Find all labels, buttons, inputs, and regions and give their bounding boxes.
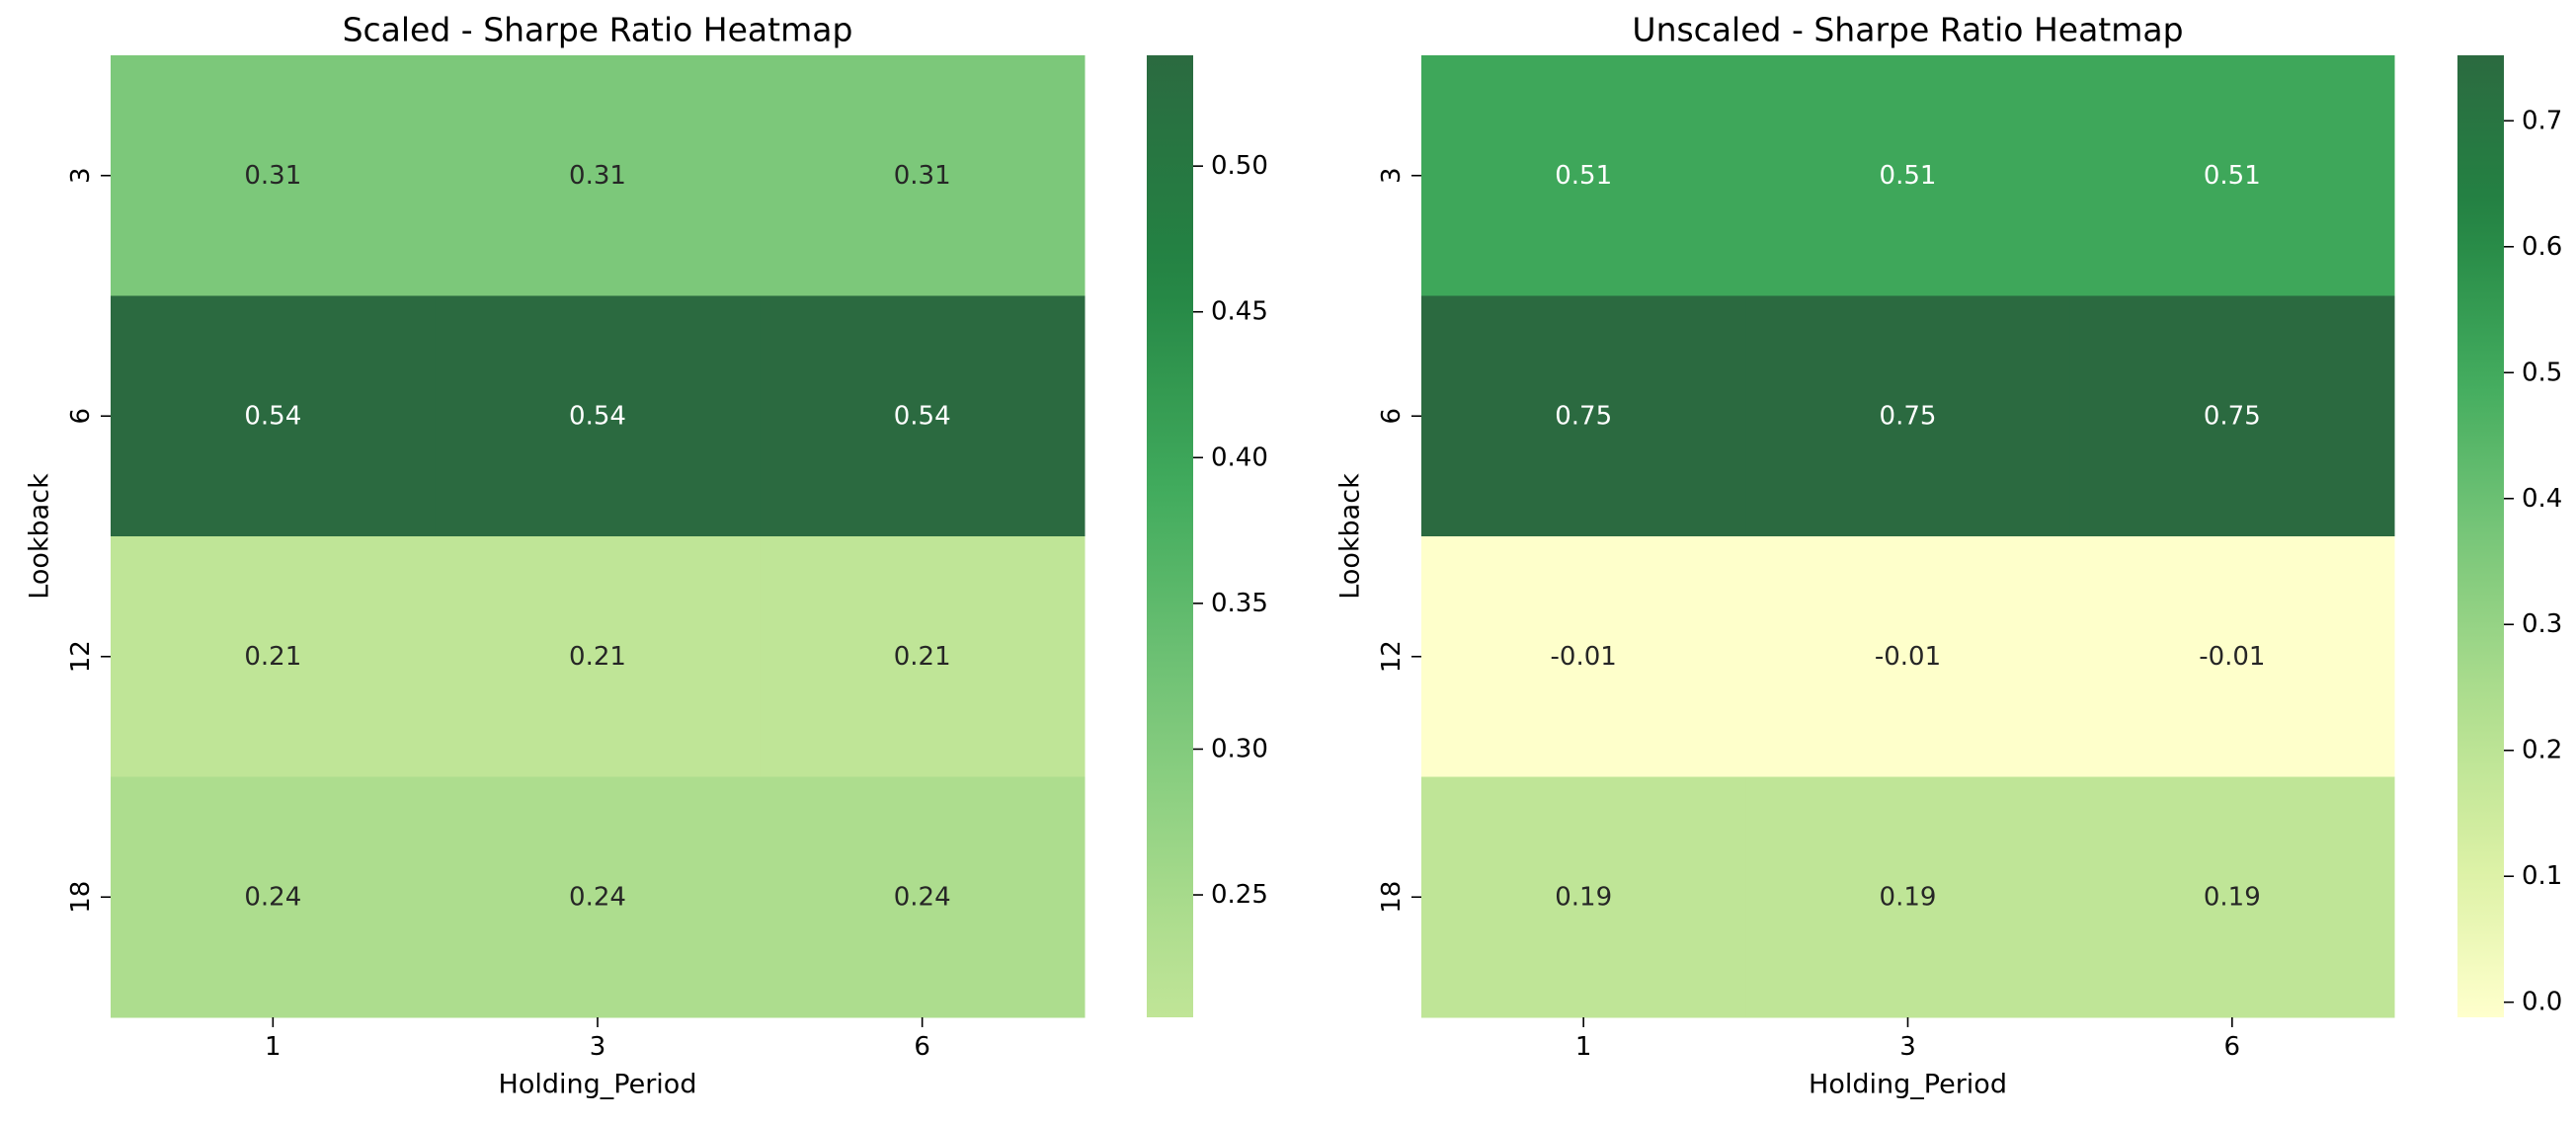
y-tick-label: 12: [66, 640, 96, 673]
chart-title: Scaled - Sharpe Ratio Heatmap: [343, 11, 853, 49]
colorbar-tick-label: 0.45: [1211, 297, 1268, 327]
colorbar-tick-label: 0.4: [2522, 484, 2562, 514]
x-axis-label: Holding_Period: [499, 1070, 697, 1100]
cell-value-label: 0.75: [2204, 401, 2261, 431]
heatmap-cell: [2069, 55, 2395, 296]
x-tick-label: 6: [914, 1032, 930, 1062]
cell-value-label: -0.01: [1875, 642, 1941, 672]
heatmap-cell: [435, 55, 761, 296]
heatmap-cell: [760, 536, 1086, 777]
heatmap-cell: [1745, 536, 2071, 777]
x-tick-label: 1: [1575, 1032, 1592, 1062]
y-tick-label: 6: [1377, 408, 1407, 425]
heatmap-cell: [760, 55, 1086, 296]
y-axis-label: Lookback: [1335, 473, 1366, 600]
cell-value-label: 0.51: [2204, 161, 2261, 191]
heatmap-cell: [111, 295, 437, 537]
heatmap-cell: [435, 776, 761, 1018]
heatmap-cell: [760, 295, 1086, 537]
colorbar-tick-label: 0.35: [1211, 589, 1268, 618]
cell-value-label: 0.21: [244, 642, 301, 672]
cell-value-label: -0.01: [2199, 642, 2265, 672]
heatmap-cell: [2069, 536, 2395, 777]
colorbar-tick-label: 0.50: [1211, 151, 1268, 181]
cell-value-label: 0.31: [894, 161, 951, 191]
colorbar: [1147, 55, 1193, 1017]
y-tick-label: 18: [1377, 881, 1407, 914]
heatmap-cell: [111, 55, 437, 296]
cell-value-label: 0.21: [569, 642, 626, 672]
heatmap-cell: [111, 776, 437, 1018]
cell-value-label: 0.51: [1880, 161, 1937, 191]
y-tick-label: 6: [66, 408, 96, 425]
heatmap-cell: [1421, 536, 1746, 777]
heatmap-cell: [1421, 295, 1746, 537]
colorbar: [2457, 55, 2504, 1017]
colorbar-tick-label: 0.7: [2522, 106, 2562, 135]
colorbar-tick-label: 0.40: [1211, 442, 1268, 472]
colorbar-tick-label: 0.0: [2522, 988, 2562, 1017]
y-tick-label: 12: [1377, 640, 1407, 673]
cell-value-label: 0.24: [894, 882, 951, 912]
y-tick-label: 3: [1377, 167, 1407, 184]
heatmap-cell: [1745, 776, 2071, 1018]
heatmap-cell: [1421, 55, 1746, 296]
colorbar-tick-label: 0.30: [1211, 734, 1268, 763]
colorbar-tick-label: 0.2: [2522, 736, 2562, 765]
heatmap-cell: [435, 295, 761, 537]
x-tick-label: 6: [2224, 1032, 2241, 1062]
cell-value-label: 0.31: [569, 161, 626, 191]
cell-value-label: 0.19: [2204, 882, 2261, 912]
cell-value-label: 0.19: [1555, 882, 1612, 912]
y-tick-label: 18: [66, 881, 96, 914]
cell-value-label: 0.21: [894, 642, 951, 672]
heatmap-cell: [760, 776, 1086, 1018]
cell-value-label: 0.24: [244, 882, 301, 912]
heatmap-cell: [1745, 55, 2071, 296]
cell-value-label: 0.31: [244, 161, 301, 191]
cell-value-label: 0.54: [569, 401, 626, 431]
y-tick-label: 3: [66, 167, 96, 184]
cell-value-label: 0.75: [1555, 401, 1612, 431]
colorbar-tick-label: 0.6: [2522, 232, 2562, 262]
heatmap-cell: [2069, 295, 2395, 537]
heatmap-panel-1: 0.31 0.31 0.31 0.54 0.54 0.54 0.21 0.21 0.21 0.24…: [25, 11, 1268, 1100]
chart-title: Unscaled - Sharpe Ratio Heatmap: [1632, 11, 2183, 49]
colorbar-tick-label: 0.25: [1211, 880, 1268, 910]
heatmap-panel-2: 0.51 0.51 0.510.75 0.75 0.75-0.01 -0.01 -0.010…: [1335, 11, 2563, 1100]
heatmap-cell: [1745, 295, 2071, 537]
heatmap-cell: [1421, 776, 1746, 1018]
colorbar-tick-label: 0.1: [2522, 861, 2562, 891]
colorbar-tick-label: 0.3: [2522, 609, 2562, 639]
colorbar-tick-label: 0.5: [2522, 358, 2562, 387]
cell-value-label: 0.19: [1880, 882, 1937, 912]
cell-value-label: 0.54: [244, 401, 301, 431]
x-axis-label: Holding_Period: [1809, 1070, 2007, 1100]
cell-value-label: 0.54: [894, 401, 951, 431]
x-tick-label: 1: [265, 1032, 282, 1062]
y-axis-label: Lookback: [25, 473, 55, 600]
heatmap-cell: [111, 536, 437, 777]
x-tick-label: 3: [1899, 1032, 1916, 1062]
cell-value-label: -0.01: [1551, 642, 1617, 672]
cell-value-label: 0.24: [569, 882, 626, 912]
cell-value-label: 0.51: [1555, 161, 1612, 191]
heatmap-cell: [2069, 776, 2395, 1018]
heatmap-cell: [435, 536, 761, 777]
x-tick-label: 3: [590, 1032, 606, 1062]
cell-value-label: 0.75: [1880, 401, 1937, 431]
